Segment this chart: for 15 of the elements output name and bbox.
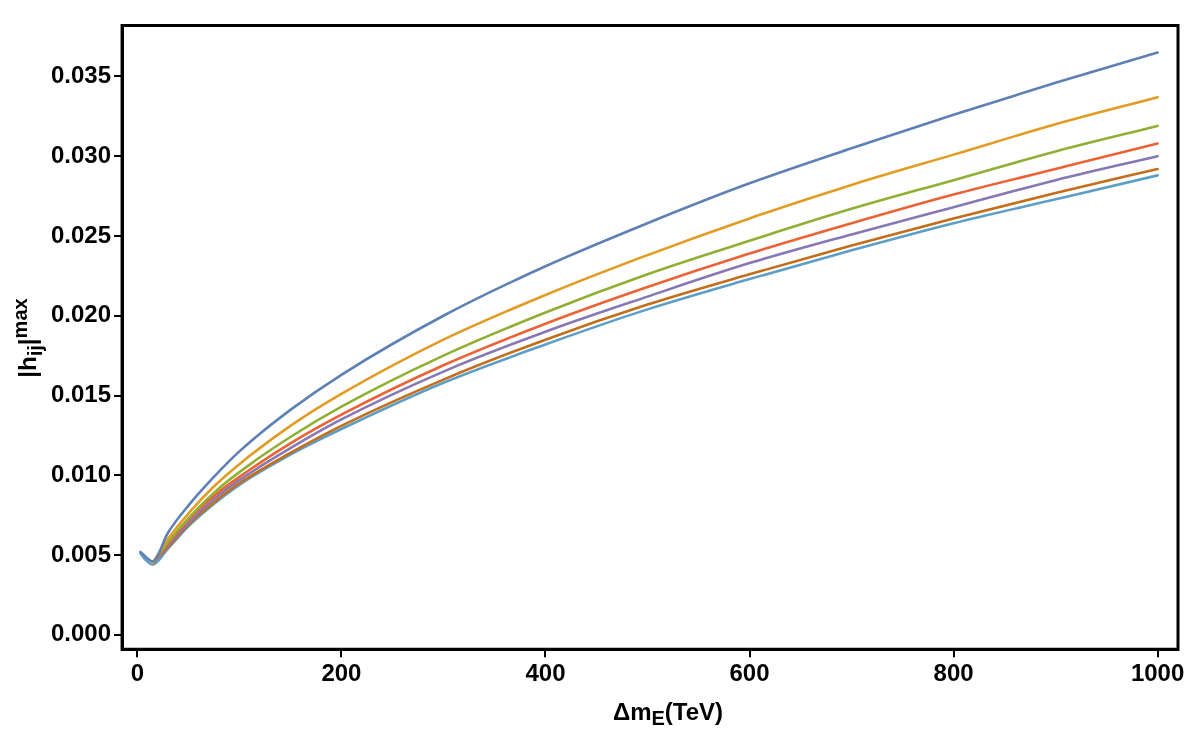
- x-tick-label: 400: [525, 659, 566, 687]
- x-tick-label: 600: [729, 659, 770, 687]
- x-tick-label: 200: [321, 659, 362, 687]
- y-tick-label: 0.030: [51, 140, 112, 168]
- y-tick-label: 0.015: [51, 380, 112, 408]
- y-tick-label: 0.035: [51, 61, 112, 89]
- x-tick-label: 800: [933, 659, 974, 687]
- x-tick-label: 1000: [1130, 659, 1185, 687]
- y-tick-label: 0.025: [51, 220, 112, 248]
- y-tick-label: 0.005: [51, 539, 112, 567]
- y-tick-label: 0.020: [51, 300, 112, 328]
- x-axis-title: Δm$_{E}$(TeV): [612, 697, 724, 731]
- y-tick-label: 0.000: [51, 619, 112, 647]
- x-tick-label: 0: [130, 659, 145, 687]
- y-tick-label: 0.010: [51, 459, 112, 487]
